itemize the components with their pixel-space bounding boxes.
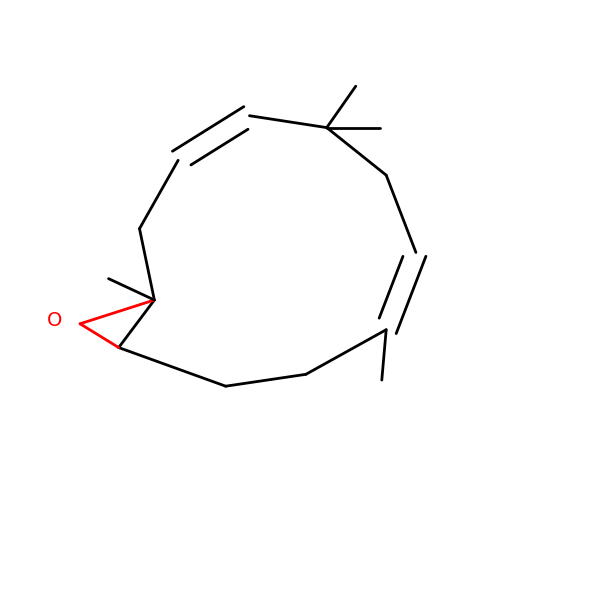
Text: O: O [47,311,62,331]
